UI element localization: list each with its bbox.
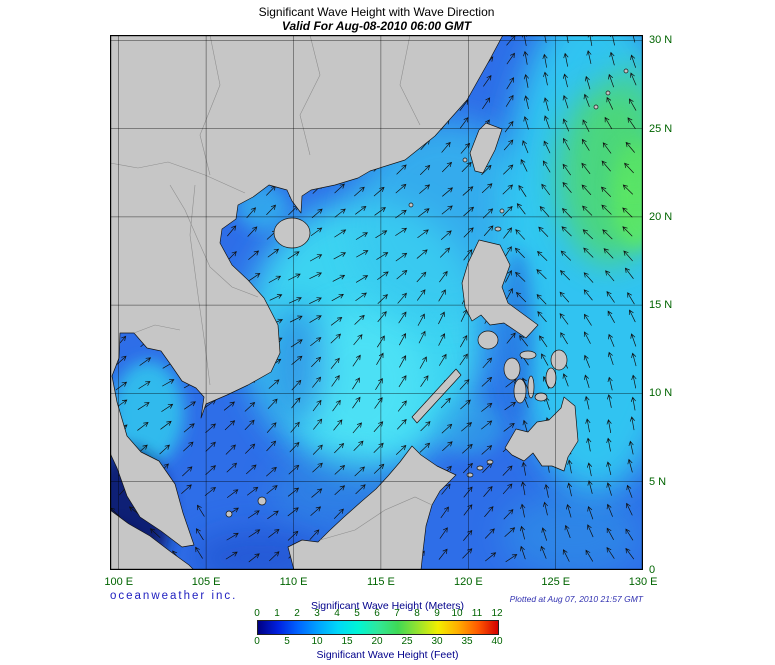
sulu-island-3 [486, 459, 494, 465]
mindanao-island [504, 396, 579, 472]
lon-tick-label: 110 E [279, 576, 308, 588]
panay-island [503, 357, 521, 381]
map-frame [110, 35, 643, 570]
sulu-island-2 [476, 465, 484, 471]
lon-tick-label: 115 E [366, 576, 395, 588]
negros-island [513, 378, 527, 404]
penghu-island [462, 157, 468, 163]
feet-tick: 0 [254, 636, 260, 647]
meters-tick: 7 [394, 608, 400, 619]
samar-island [550, 349, 568, 371]
lon-tick-label: 120 E [453, 576, 483, 588]
country-borders [110, 35, 433, 541]
lat-tick-label: 15 N [649, 299, 673, 312]
feet-tick: 40 [491, 636, 503, 647]
legend-colorbar [257, 620, 499, 635]
meters-tick: 1 [274, 608, 280, 619]
luzon-island [461, 239, 539, 339]
meters-tick: 3 [314, 608, 320, 619]
meters-tick: 8 [414, 608, 420, 619]
lat-tick-label: 25 N [649, 122, 673, 135]
lat-tick-label: 10 N [649, 387, 673, 400]
sulu-island-1 [466, 472, 474, 478]
legend-title-feet: Significant Wave Height (Feet) [316, 649, 459, 661]
feet-tick: 5 [284, 636, 290, 647]
lat-tick-label: 5 N [649, 475, 667, 488]
oceanweather-logo: oceanweather inc. [110, 590, 238, 602]
mindoro-island [477, 330, 499, 350]
chart-title: Significant Wave Height with Wave Direct… [258, 5, 495, 19]
feet-tick: 25 [401, 636, 413, 647]
meters-tick: 9 [434, 608, 440, 619]
feet-tick: 20 [371, 636, 383, 647]
asia-mainland [110, 35, 504, 548]
ryukyu-island-1 [605, 90, 611, 96]
lat-tick-label: 0 [649, 563, 656, 576]
grid-layer [110, 35, 643, 570]
meters-tick: 12 [491, 608, 503, 619]
borneo-island [287, 445, 457, 570]
palawan-island [411, 368, 462, 424]
plotted-timestamp: Plotted at Aug 07, 2010 21:57 GMT [509, 594, 643, 604]
anambas-island [225, 510, 233, 518]
ryukyu-island-3 [623, 68, 629, 74]
cebu-island [527, 375, 535, 399]
feet-tick: 35 [461, 636, 473, 647]
chart-subtitle: Valid For Aug-08-2010 06:00 GMT [281, 19, 472, 33]
lon-tick-label: 125 E [541, 576, 571, 588]
map-border [110, 35, 643, 570]
lon-tick-label: 105 E [191, 576, 221, 588]
meters-tick: 11 [471, 608, 483, 619]
batanes-island [499, 208, 505, 214]
pratas-island [408, 202, 414, 208]
meters-tick: 0 [254, 608, 260, 619]
meters-tick: 2 [294, 608, 300, 619]
bohol-island [534, 392, 548, 402]
ryukyu-island-2 [593, 104, 599, 110]
land-layer [110, 35, 629, 570]
legend-title-meters: Significant Wave Height (Meters) [310, 600, 465, 612]
lon-tick-label: 130 E [628, 576, 658, 588]
map-svg [110, 35, 643, 570]
meters-tick: 4 [334, 608, 340, 619]
lon-tick-label: 100 E [104, 576, 134, 588]
feet-tick: 30 [431, 636, 443, 647]
feet-tick: 15 [341, 636, 353, 647]
hainan-island [273, 217, 311, 249]
natuna-island [257, 496, 267, 506]
lat-tick-label: 20 N [649, 210, 673, 223]
taiwan-island [469, 122, 503, 174]
babuyan-island [494, 226, 502, 232]
meters-tick: 6 [374, 608, 380, 619]
feet-tick: 10 [311, 636, 323, 647]
leyte-island [545, 367, 557, 389]
sumatra-island [110, 509, 195, 570]
meters-tick: 5 [354, 608, 360, 619]
lat-tick-label: 30 N [649, 34, 673, 47]
meters-tick: 10 [451, 608, 463, 619]
masbate-island [519, 350, 537, 360]
